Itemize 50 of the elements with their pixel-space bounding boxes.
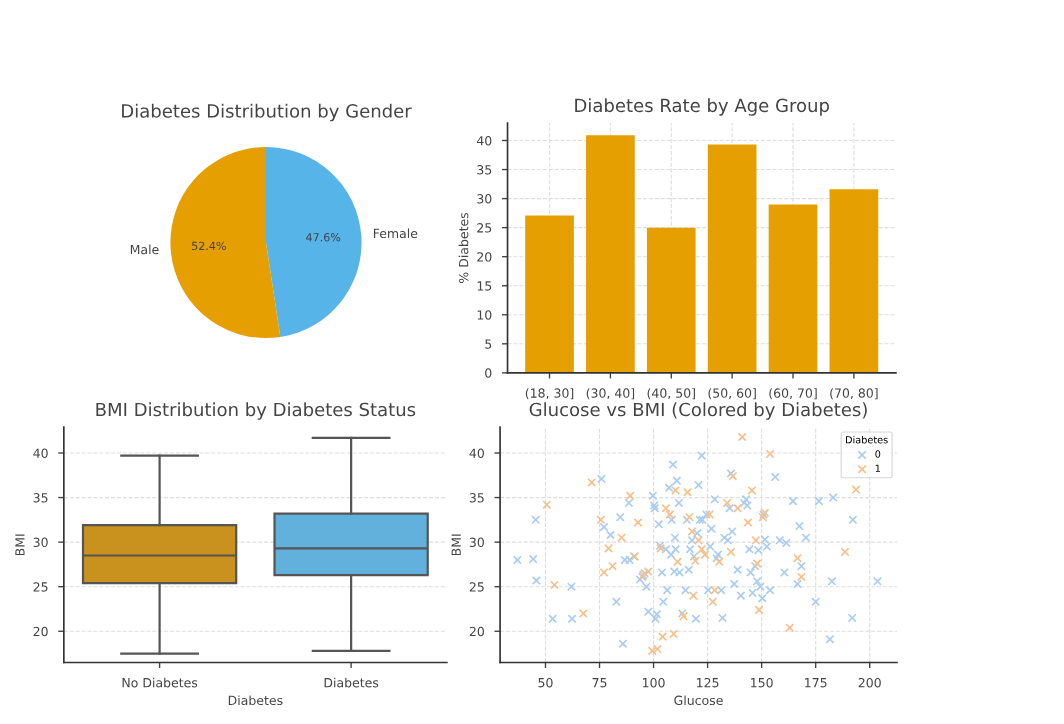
bar <box>525 215 574 373</box>
point <box>607 561 617 571</box>
bar <box>586 135 635 373</box>
point <box>596 515 606 525</box>
point <box>737 432 747 442</box>
point <box>688 591 698 601</box>
point <box>661 503 671 513</box>
point <box>542 500 552 510</box>
point <box>625 491 635 501</box>
point <box>578 608 588 618</box>
point <box>851 485 861 495</box>
chart-title: Glucose vs BMI (Colored by Diabetes) <box>529 402 867 420</box>
point <box>617 533 627 543</box>
point <box>673 557 683 567</box>
point <box>796 572 806 582</box>
point <box>708 597 718 607</box>
pie-slice <box>170 146 281 339</box>
point <box>647 646 657 656</box>
point <box>840 547 850 557</box>
point <box>633 518 643 528</box>
point <box>785 623 795 633</box>
point <box>733 503 743 513</box>
point <box>793 553 803 563</box>
point <box>765 449 775 459</box>
point <box>690 556 700 566</box>
point <box>604 543 614 553</box>
bar <box>646 227 696 373</box>
pie-slice <box>266 146 362 338</box>
point <box>700 550 710 560</box>
point <box>747 485 757 495</box>
point <box>743 518 753 528</box>
point <box>550 580 560 590</box>
bar <box>829 189 879 373</box>
chart-title: Diabetes Distribution by Gender <box>122 103 412 122</box>
point <box>665 509 675 520</box>
point <box>694 535 704 545</box>
bar <box>707 144 757 373</box>
point <box>710 585 720 595</box>
point <box>754 605 764 615</box>
bar <box>768 204 818 373</box>
point <box>726 547 736 557</box>
point <box>587 477 597 487</box>
point <box>599 567 609 577</box>
point <box>751 535 761 545</box>
chart-title: BMI Distribution by Diabetes Status <box>96 402 416 420</box>
chart-title: Diabetes Rate by Age Group <box>575 98 829 116</box>
point <box>722 498 732 508</box>
point <box>687 526 697 536</box>
point <box>697 544 707 554</box>
point <box>652 644 662 654</box>
